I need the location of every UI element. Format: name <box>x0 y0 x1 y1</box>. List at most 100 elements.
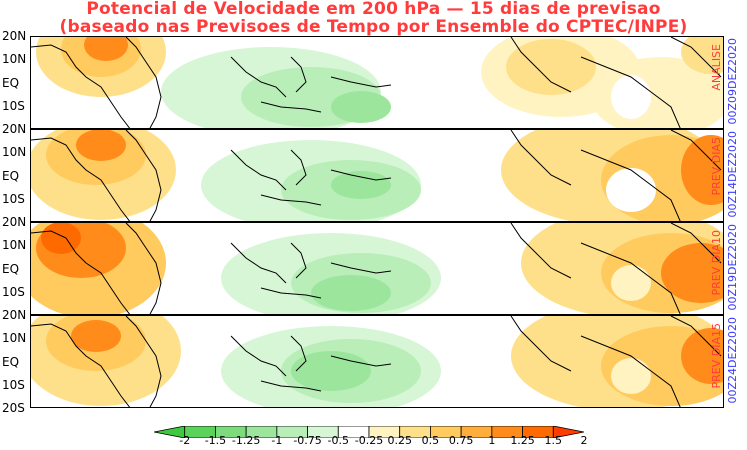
potential-field <box>31 130 723 221</box>
map-panel <box>30 129 724 222</box>
coastline <box>260 380 322 392</box>
colorbar-label: 1 <box>488 434 496 447</box>
colorbar-label: 1.25 <box>510 434 535 447</box>
panel-label: ANALISE <box>710 44 723 91</box>
coastline <box>510 37 572 93</box>
latitude-label: EQ <box>2 261 20 276</box>
map-panel <box>30 315 724 408</box>
latitude-label: 20S <box>2 401 25 415</box>
coastline <box>230 56 287 98</box>
latitude-label: EQ <box>2 168 20 183</box>
coastline <box>230 335 287 377</box>
latitude-label: 10N <box>2 145 27 160</box>
map-panels <box>30 36 724 410</box>
field-contour <box>611 358 651 394</box>
coastline <box>260 287 322 299</box>
coastline <box>670 223 722 264</box>
panel-date: 00Z14DEZ2020 <box>726 131 739 218</box>
latitude-label: 20N <box>2 29 27 43</box>
field-contour <box>331 91 391 123</box>
map-panel <box>30 36 724 129</box>
map-panel <box>30 222 724 315</box>
coastline <box>670 130 722 171</box>
field-contour <box>506 39 596 95</box>
panel-label: PREV DIA10 <box>710 230 723 296</box>
colorbar-label: -0.25 <box>354 434 384 447</box>
colorbar-label: 0.25 <box>387 434 412 447</box>
colorbar-label: -1.5 <box>204 434 227 447</box>
colorbar-label: 1.5 <box>544 434 563 447</box>
colorbar-label: -2 <box>179 434 191 447</box>
field-contour <box>681 328 723 384</box>
coastline <box>260 194 322 206</box>
coastline <box>580 242 681 314</box>
potential-field <box>31 223 723 314</box>
coastline <box>330 262 392 274</box>
coastline <box>31 230 131 314</box>
map-title: Potencial de Velocidade em 200 hPa — 15 … <box>0 0 747 36</box>
latitude-label: 10S <box>2 98 25 113</box>
coastline <box>580 335 681 407</box>
coastline <box>580 56 681 128</box>
colorbar <box>154 426 584 438</box>
coastline <box>670 316 722 357</box>
coastline <box>31 44 131 128</box>
latitude-label: 10S <box>2 284 25 299</box>
coastline <box>125 37 162 128</box>
potential-field <box>31 37 723 128</box>
panel-date: 00Z09DEZ2020 <box>726 38 739 125</box>
field-contour <box>71 320 121 352</box>
field-contour <box>84 37 128 61</box>
colorbar-label: 0.5 <box>421 434 440 447</box>
title-line-1: Potencial de Velocidade em 200 hPa — 15 … <box>86 0 661 19</box>
colorbar-label: -1.25 <box>231 434 261 447</box>
field-contour <box>291 351 371 391</box>
coastline <box>330 355 392 367</box>
coastline <box>260 101 322 113</box>
panel-label: PREV DIA5 <box>710 137 723 196</box>
colorbar-segment <box>552 426 584 438</box>
colorbar-label: -0.75 <box>293 434 322 447</box>
latitude-label: 20N <box>2 308 27 322</box>
latitude-label: EQ <box>2 354 20 369</box>
coastline <box>230 149 287 191</box>
coastline <box>290 149 307 186</box>
latitude-label: EQ <box>2 75 20 90</box>
field-contour <box>606 168 656 212</box>
coastline <box>125 316 162 407</box>
colorbar-label: -0.5 <box>327 434 350 447</box>
coastline <box>31 323 131 407</box>
coastline <box>230 242 287 284</box>
field-contour <box>76 130 126 161</box>
coastline <box>290 335 307 372</box>
panel-date: 00Z19DEZ2020 <box>726 224 739 311</box>
potential-field <box>31 316 723 407</box>
coastline <box>330 76 392 88</box>
colorbar-label: 2 <box>580 434 588 447</box>
coastline <box>125 130 162 221</box>
coastline <box>330 169 392 181</box>
field-contour <box>681 135 723 205</box>
field-contour <box>611 75 651 119</box>
field-contour <box>311 275 391 311</box>
latitude-label: 20N <box>2 215 27 229</box>
field-contour <box>331 171 391 199</box>
coastline <box>510 130 572 186</box>
colorbar-label: -1 <box>271 434 283 447</box>
latitude-label: 10N <box>2 331 27 346</box>
coastline <box>510 223 572 279</box>
coastline <box>670 37 722 78</box>
latitude-label: 10S <box>2 377 25 392</box>
panel-date: 00Z24DEZ2020 <box>726 317 739 404</box>
coastline <box>31 137 131 221</box>
coastline <box>290 56 307 93</box>
field-contour <box>661 243 723 303</box>
panel-label: PREV DIA15 <box>710 323 723 389</box>
latitude-label: 10N <box>2 238 27 253</box>
title-line-2: (baseado nas Previsoes de Tempo por Ense… <box>59 17 688 37</box>
field-contour <box>611 265 651 301</box>
latitude-label: 10N <box>2 52 27 67</box>
coastline <box>290 242 307 279</box>
field-contour <box>681 37 723 74</box>
field-contour <box>41 223 81 254</box>
